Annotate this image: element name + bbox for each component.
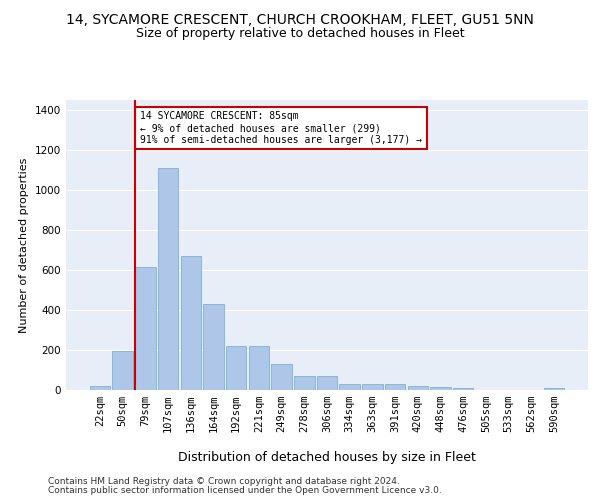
Bar	[340, 384, 360, 390]
Text: Contains HM Land Registry data © Crown copyright and database right 2024.: Contains HM Land Registry data © Crown c…	[48, 477, 400, 486]
Y-axis label: Number of detached properties: Number of detached properties	[19, 158, 29, 332]
Bar	[112, 351, 133, 390]
Bar	[294, 376, 314, 390]
Bar	[248, 346, 269, 390]
Bar	[430, 387, 451, 390]
Bar	[90, 386, 110, 390]
Bar	[453, 388, 473, 390]
Text: Contains public sector information licensed under the Open Government Licence v3: Contains public sector information licen…	[48, 486, 442, 495]
Bar	[158, 168, 178, 390]
Bar	[203, 304, 224, 390]
Bar	[135, 267, 155, 390]
Bar	[362, 384, 383, 390]
Bar	[317, 376, 337, 390]
Text: 14 SYCAMORE CRESCENT: 85sqm
← 9% of detached houses are smaller (299)
91% of sem: 14 SYCAMORE CRESCENT: 85sqm ← 9% of deta…	[140, 112, 422, 144]
Bar	[226, 346, 247, 390]
Bar	[181, 256, 201, 390]
Bar	[271, 364, 292, 390]
Bar	[407, 386, 428, 390]
Text: Distribution of detached houses by size in Fleet: Distribution of detached houses by size …	[178, 451, 476, 464]
Text: 14, SYCAMORE CRESCENT, CHURCH CROOKHAM, FLEET, GU51 5NN: 14, SYCAMORE CRESCENT, CHURCH CROOKHAM, …	[66, 12, 534, 26]
Text: Size of property relative to detached houses in Fleet: Size of property relative to detached ho…	[136, 28, 464, 40]
Bar	[544, 388, 564, 390]
Bar	[385, 384, 406, 390]
